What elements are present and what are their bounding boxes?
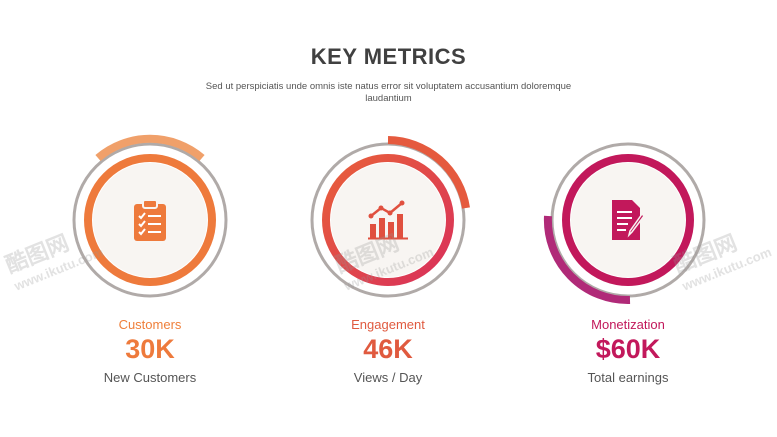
metric-monetization: Monetization $60K Total earnings	[538, 130, 718, 400]
metric-value: 30K	[125, 334, 175, 364]
clipboard-checklist-icon	[125, 195, 175, 245]
metric-customers: Customers 30K New Customers	[60, 130, 240, 400]
engagement-ring	[310, 136, 470, 298]
metric-label: Customers	[118, 317, 182, 332]
bar-chart-trend-icon	[363, 195, 413, 245]
document-pen-icon	[603, 195, 653, 245]
page-title: KEY METRICS	[310, 44, 467, 69]
metric-value: $60K	[595, 334, 661, 364]
metric-description: New Customers	[103, 370, 197, 385]
metric-description: Total earnings	[587, 370, 669, 385]
metric-label: Engagement	[351, 317, 425, 332]
metric-value: 46K	[363, 334, 413, 364]
metric-description: Views / Day	[353, 370, 423, 385]
metric-label: Monetization	[591, 317, 665, 332]
metric-engagement: Engagement 46K Views / Day	[298, 130, 478, 400]
page-subtitle: Sed ut perspiciatis unde omnis iste natu…	[205, 81, 572, 104]
